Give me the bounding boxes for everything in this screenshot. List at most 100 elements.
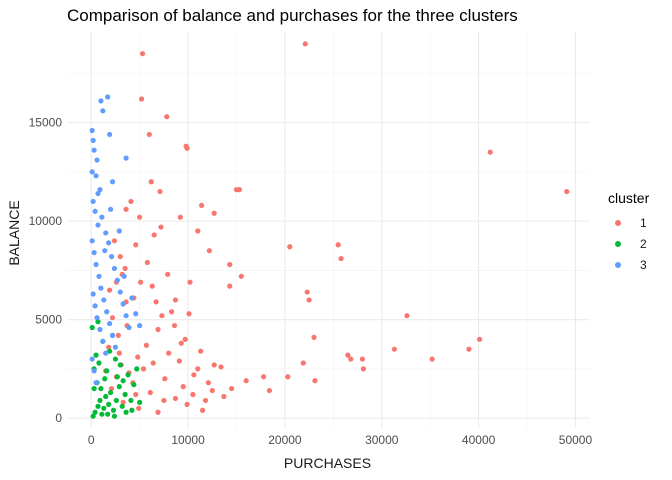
data-point-cluster-1	[165, 271, 171, 277]
data-point-cluster-1	[304, 289, 310, 295]
data-point-cluster-2	[110, 407, 117, 413]
data-point-cluster-1	[266, 387, 273, 394]
data-point-cluster-1	[115, 332, 121, 339]
data-point-cluster-2	[120, 378, 126, 384]
data-point-cluster-1	[404, 313, 410, 319]
data-point-cluster-1	[149, 283, 155, 289]
data-point-cluster-1	[302, 41, 308, 47]
data-point-cluster-3	[103, 350, 109, 356]
data-point-cluster-2	[103, 393, 109, 400]
data-point-cluster-1	[117, 253, 123, 260]
data-point-cluster-2	[96, 360, 102, 366]
data-point-cluster-3	[121, 273, 127, 279]
data-point-cluster-2	[90, 413, 96, 419]
data-point-cluster-2	[113, 397, 119, 404]
data-point-cluster-2	[116, 384, 122, 390]
x-tick-label: 30000	[365, 433, 399, 447]
data-point-cluster-1	[345, 352, 351, 358]
data-point-cluster-1	[171, 322, 178, 329]
data-point-cluster-1	[178, 340, 184, 346]
legend-title: cluster	[608, 190, 650, 206]
data-point-cluster-1	[148, 179, 154, 185]
data-point-cluster-1	[195, 228, 201, 234]
data-point-cluster-1	[151, 232, 157, 238]
data-point-cluster-1	[139, 51, 146, 57]
legend-dot-1	[615, 219, 621, 226]
data-point-cluster-2	[99, 411, 105, 417]
data-point-cluster-1	[227, 261, 233, 268]
data-point-cluster-1	[155, 409, 161, 415]
data-point-cluster-1	[190, 391, 196, 398]
data-point-cluster-3	[97, 326, 103, 333]
data-point-cluster-1	[182, 336, 188, 342]
data-point-cluster-2	[106, 401, 112, 407]
data-point-cluster-3	[117, 289, 123, 295]
data-point-cluster-1	[306, 297, 312, 303]
data-point-cluster-1	[109, 315, 116, 321]
data-point-cluster-3	[93, 261, 99, 268]
data-point-cluster-1	[198, 348, 204, 354]
data-point-cluster-2	[122, 391, 128, 398]
data-point-cluster-1	[137, 214, 143, 220]
data-point-cluster-3	[95, 222, 101, 228]
data-point-cluster-3	[137, 322, 143, 329]
data-point-cluster-3	[90, 137, 96, 143]
data-point-cluster-2	[92, 409, 98, 415]
data-point-cluster-2	[104, 368, 110, 374]
data-point-cluster-1	[429, 356, 435, 362]
data-point-cluster-3	[109, 179, 116, 185]
data-point-cluster-1	[169, 309, 175, 315]
data-point-cluster-3	[92, 208, 98, 214]
data-point-cluster-3	[123, 155, 129, 161]
data-point-cluster-3	[90, 291, 96, 297]
data-point-cluster-3	[116, 228, 122, 234]
data-point-cluster-1	[116, 350, 122, 356]
data-point-cluster-1	[487, 149, 493, 155]
data-point-cluster-1	[147, 389, 153, 396]
data-point-cluster-1	[287, 244, 293, 250]
data-point-cluster-3	[98, 98, 104, 104]
data-point-cluster-1	[136, 405, 142, 411]
data-point-cluster-1	[184, 401, 190, 407]
data-point-cluster-1	[153, 299, 159, 305]
data-point-cluster-1	[227, 283, 233, 289]
data-point-cluster-1	[111, 238, 118, 244]
y-tick-label: 0	[55, 411, 62, 425]
data-point-cluster-1	[123, 206, 129, 212]
data-point-cluster-2	[137, 399, 143, 405]
data-point-cluster-3	[105, 94, 111, 100]
data-point-cluster-3	[95, 190, 101, 197]
data-point-cluster-3	[94, 157, 100, 163]
data-point-cluster-1	[122, 265, 128, 272]
data-point-cluster-1	[211, 362, 217, 368]
data-point-cluster-3	[93, 173, 99, 179]
legend-label-1: 1	[640, 215, 647, 230]
data-point-cluster-3	[107, 206, 114, 212]
data-point-cluster-1	[285, 374, 291, 380]
data-point-cluster-1	[164, 114, 170, 120]
data-point-cluster-3	[109, 332, 116, 339]
data-point-cluster-2	[105, 411, 111, 417]
data-point-cluster-1	[143, 342, 150, 348]
x-tick-label: 40000	[462, 433, 496, 447]
data-point-cluster-3	[107, 131, 113, 138]
data-point-cluster-1	[120, 399, 126, 405]
data-point-cluster-1	[221, 393, 227, 400]
data-point-cluster-3	[104, 309, 110, 315]
data-point-cluster-3	[133, 311, 139, 317]
data-point-cluster-2	[125, 372, 131, 378]
data-point-cluster-1	[391, 346, 397, 352]
legend: cluster 1 2 3	[608, 190, 649, 275]
data-point-cluster-1	[199, 202, 205, 208]
data-point-cluster-2	[97, 397, 103, 404]
data-point-cluster-2	[112, 356, 119, 362]
x-tick-label: 50000	[559, 433, 593, 447]
data-point-cluster-1	[209, 387, 215, 394]
legend-dot-3	[615, 261, 621, 268]
data-point-cluster-1	[176, 358, 182, 364]
data-point-cluster-3	[98, 285, 104, 291]
data-point-cluster-1	[135, 354, 141, 360]
data-point-cluster-2	[101, 405, 107, 411]
data-point-cluster-2	[93, 352, 99, 358]
